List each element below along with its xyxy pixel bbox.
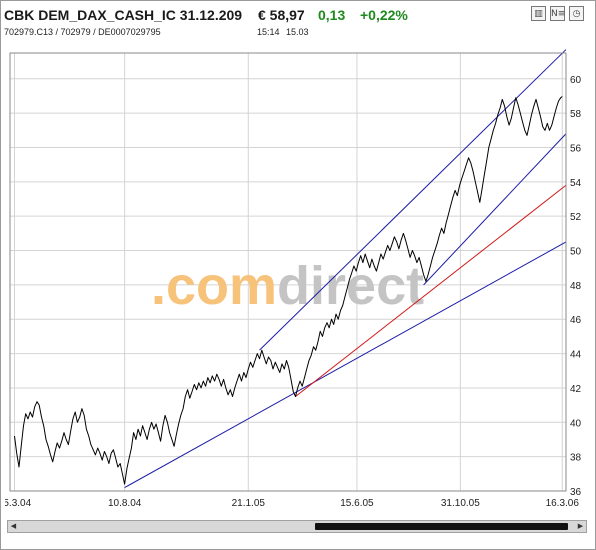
- y-tick-label: 36: [570, 487, 582, 498]
- toolbar: ▥ N≡ ◷: [531, 6, 584, 21]
- scroll-left-arrow[interactable]: ◀: [10, 523, 17, 530]
- y-tick-label: 52: [570, 212, 582, 223]
- y-tick-label: 42: [570, 384, 582, 395]
- price-change: 0,13: [318, 7, 346, 23]
- instrument-name: CBK DEM_DAX_CASH_IC 31.12.209: [4, 7, 243, 23]
- price-line: [14, 96, 563, 485]
- y-tick-label: 44: [570, 350, 582, 361]
- plot-border: [9, 52, 567, 492]
- identifiers: 702979.C13 / 702979 / DE0007029795: [4, 27, 161, 37]
- news-icon[interactable]: N≡: [550, 6, 565, 21]
- history-icon[interactable]: ◷: [569, 6, 584, 21]
- price-chart: .comdirect 36 38 40 42 44 46 48 50 52 54 56 58 60 15…: [0, 46, 588, 511]
- x-tick-label: 15.3.04: [5, 498, 32, 509]
- x-tick-label: 31.10.05: [441, 498, 480, 509]
- scroll-right-arrow[interactable]: ▶: [577, 523, 584, 530]
- watermark: .comdirect: [151, 256, 424, 316]
- y-axis-ticks: 36 38 40 42 44 46 48 50 52 54 56 58 60: [570, 75, 582, 498]
- x-tick-label: 21.1.05: [232, 498, 266, 509]
- price-series: [14, 96, 563, 485]
- scroll-thumb[interactable]: [314, 523, 568, 530]
- watermark-part1: .com: [151, 256, 277, 316]
- time-scrollbar[interactable]: ◀ ▶: [7, 520, 587, 533]
- last-price: € 58,97: [258, 7, 305, 23]
- y-tick-label: 48: [570, 281, 582, 292]
- y-tick-label: 50: [570, 247, 582, 258]
- y-tick-label: 38: [570, 453, 582, 464]
- bar-chart-icon[interactable]: ▥: [531, 6, 546, 21]
- identifier-line: 702979.C13 / 702979 / DE0007029795 15:14…: [4, 27, 309, 37]
- watermark-text: .comdirect: [151, 256, 424, 316]
- watermark-part2: direct: [277, 256, 424, 316]
- price-change-percent: +0,22%: [360, 7, 408, 23]
- trend-line-support-red: [295, 184, 567, 397]
- y-tick-label: 58: [570, 109, 582, 120]
- quote-time: 15:14: [257, 27, 280, 37]
- y-tick-label: 56: [570, 143, 582, 154]
- x-axis-ticks: 15.3.04 10.8.04 21.1.05 15.6.05 31.10.05 16.3…: [0, 498, 580, 509]
- y-tick-label: 40: [570, 418, 582, 429]
- x-tick-label: 10.8.04: [108, 498, 142, 509]
- y-tick-label: 46: [570, 315, 582, 326]
- x-tick-label: 15.6.05: [340, 498, 374, 509]
- trend-line-support-long: [124, 241, 567, 489]
- quote-date: 15.03: [286, 27, 309, 37]
- y-tick-label: 54: [570, 178, 582, 189]
- trend-line-channel-lower: [423, 133, 567, 286]
- chart-area: .comdirect 36 38 40 42 44 46 48 50 52 54 56 58 60 15…: [0, 46, 588, 511]
- x-tick-label: 16.3.06: [546, 498, 580, 509]
- y-tick-label: 60: [570, 75, 582, 86]
